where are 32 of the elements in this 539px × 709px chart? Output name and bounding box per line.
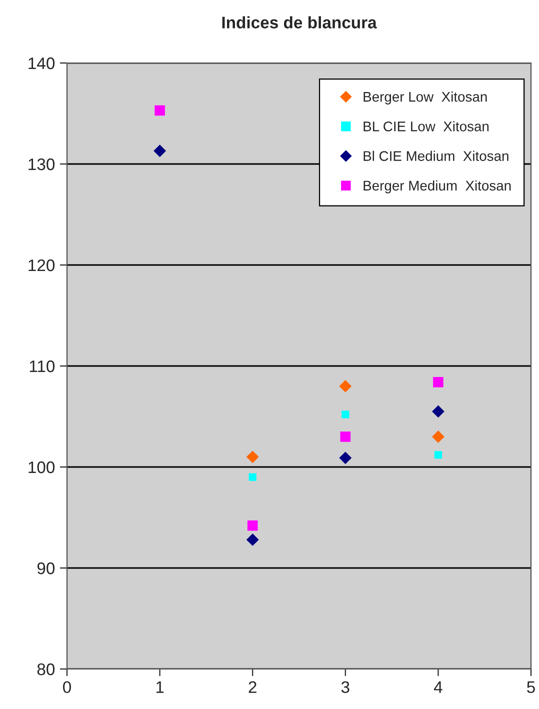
legend-label: Bl CIE Medium Xitosan bbox=[364, 150, 508, 161]
point bbox=[432, 405, 444, 418]
point bbox=[432, 430, 444, 443]
point bbox=[247, 520, 258, 531]
x-tick-label: 5 bbox=[527, 681, 535, 694]
point bbox=[340, 432, 351, 442]
legend-label: Berger Medium Xitosan bbox=[364, 180, 511, 194]
y-tick-label: 120 bbox=[28, 259, 55, 272]
legend-label: BL CIE Low Xitosan bbox=[364, 121, 489, 132]
point bbox=[248, 473, 256, 481]
y-tick-label: 130 bbox=[28, 158, 55, 170]
point bbox=[342, 410, 350, 418]
x-tick-label: 1 bbox=[156, 681, 164, 693]
y-tick-label: 140 bbox=[28, 57, 55, 70]
x-tick-label: 2 bbox=[248, 681, 256, 693]
y-tick-label: 90 bbox=[37, 562, 55, 574]
point bbox=[434, 451, 442, 459]
point bbox=[154, 144, 166, 158]
x-tick-label: 3 bbox=[341, 681, 350, 694]
y-tick-label: 110 bbox=[30, 360, 55, 372]
legend-label: Berger Low Xitosan bbox=[364, 92, 487, 104]
point bbox=[154, 105, 165, 116]
point bbox=[246, 534, 259, 546]
chart-title: Indices de blancura bbox=[222, 16, 377, 28]
point bbox=[433, 377, 444, 388]
point bbox=[339, 452, 352, 464]
x-tick-label: 0 bbox=[63, 681, 71, 694]
point bbox=[339, 380, 352, 392]
x-tick-label: 4 bbox=[434, 681, 442, 693]
point bbox=[246, 450, 259, 464]
y-tick-label: 80 bbox=[37, 663, 55, 676]
y-tick-label: 100 bbox=[28, 461, 55, 474]
